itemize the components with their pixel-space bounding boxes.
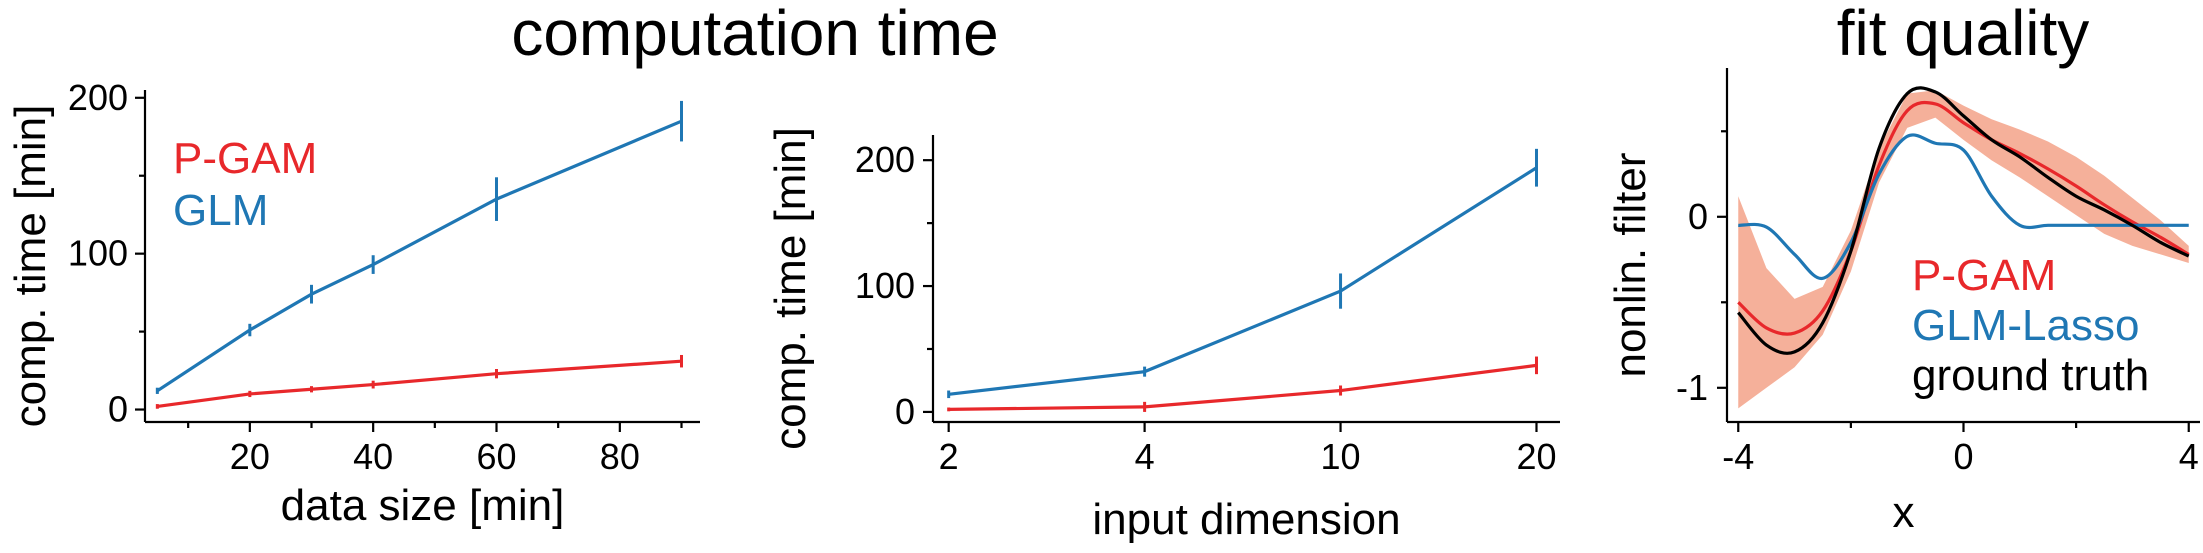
legend-entry-ground-truth: ground truth xyxy=(1912,351,2149,400)
y-tick-label: 200 xyxy=(68,77,128,118)
legend-entry-glm: GLM xyxy=(173,186,268,235)
series-line-p-gam xyxy=(1737,100,2190,336)
chart-input-dimension: 0 100 200 2 4 10 20 input dimension comp. time [… xyxy=(766,127,1560,544)
x-tick-label: 4 xyxy=(2179,436,2199,477)
x-axis-label: data size [min] xyxy=(281,481,565,530)
x-tick-label: -4 xyxy=(1722,436,1754,477)
y-tick-label: 0 xyxy=(1688,196,1708,237)
title-fit-quality: fit quality xyxy=(1837,0,2090,69)
y-tick-label: 100 xyxy=(855,265,915,306)
x-tick-label: 4 xyxy=(1135,436,1155,477)
chart-data-size: 0 100 200 20 40 60 80 data size [min] comp. time… xyxy=(6,77,700,530)
y-axis-label: comp. time [min] xyxy=(6,105,55,428)
x-axis-label: x xyxy=(1893,488,1915,537)
series-line-ground-truth xyxy=(1737,86,2190,355)
x-tick-label: 10 xyxy=(1321,436,1361,477)
y-axis-label: comp. time [min] xyxy=(766,127,815,450)
chart-fit-quality: -1 0 -4 0 4 x nonlin. filter P-GAMGLM-Lassogrou… xyxy=(1606,68,2200,537)
x-tick-label: 40 xyxy=(353,436,393,477)
p-gam-confidence-band xyxy=(1738,90,2189,409)
series-line-p-gam xyxy=(157,359,682,408)
y-tick-label: 0 xyxy=(108,389,128,430)
x-axis-label: input dimension xyxy=(1092,495,1400,544)
legend-entry-p-gam: P-GAM xyxy=(173,134,317,183)
legend-entry-glm-lasso: GLM-Lasso xyxy=(1912,301,2139,350)
y-tick-label: -1 xyxy=(1676,367,1708,408)
x-tick-label: 60 xyxy=(476,436,516,477)
x-tick-label: 20 xyxy=(230,436,270,477)
y-tick-label: 100 xyxy=(68,233,128,274)
x-tick-label: 80 xyxy=(600,436,640,477)
y-axis-label: nonlin. filter xyxy=(1606,152,1655,377)
y-tick-label: 0 xyxy=(895,391,915,432)
series-line-p-gam xyxy=(948,363,1537,412)
x-tick-label: 2 xyxy=(939,436,959,477)
y-tick-label: 200 xyxy=(855,139,915,180)
series-line-glm xyxy=(948,166,1538,396)
x-tick-label: 0 xyxy=(1953,436,1973,477)
title-computation-time: computation time xyxy=(511,0,998,69)
series-line-glm xyxy=(156,119,683,393)
x-tick-label: 20 xyxy=(1516,436,1556,477)
legend-entry-p-gam: P-GAM xyxy=(1912,251,2056,300)
series-line-glm-lasso xyxy=(1738,133,2189,280)
